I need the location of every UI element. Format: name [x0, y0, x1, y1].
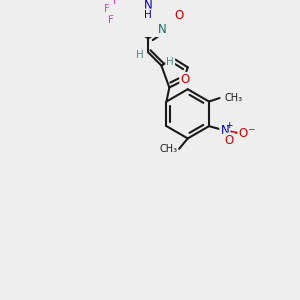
Text: O: O — [181, 73, 190, 86]
Text: F: F — [107, 15, 113, 25]
Text: −: − — [248, 124, 255, 133]
Text: H: H — [166, 57, 174, 67]
Text: O: O — [225, 134, 234, 147]
Text: +: + — [226, 121, 233, 130]
Text: N: N — [144, 0, 153, 12]
Text: F: F — [113, 0, 119, 6]
Text: CH₃: CH₃ — [225, 93, 243, 103]
Text: N: N — [220, 124, 229, 137]
Text: H: H — [144, 10, 152, 20]
Text: CH₃: CH₃ — [159, 144, 177, 154]
Text: F: F — [104, 4, 110, 14]
Text: N: N — [158, 23, 167, 36]
Text: O: O — [174, 9, 184, 22]
Text: O: O — [239, 127, 248, 140]
Text: H: H — [136, 50, 143, 60]
